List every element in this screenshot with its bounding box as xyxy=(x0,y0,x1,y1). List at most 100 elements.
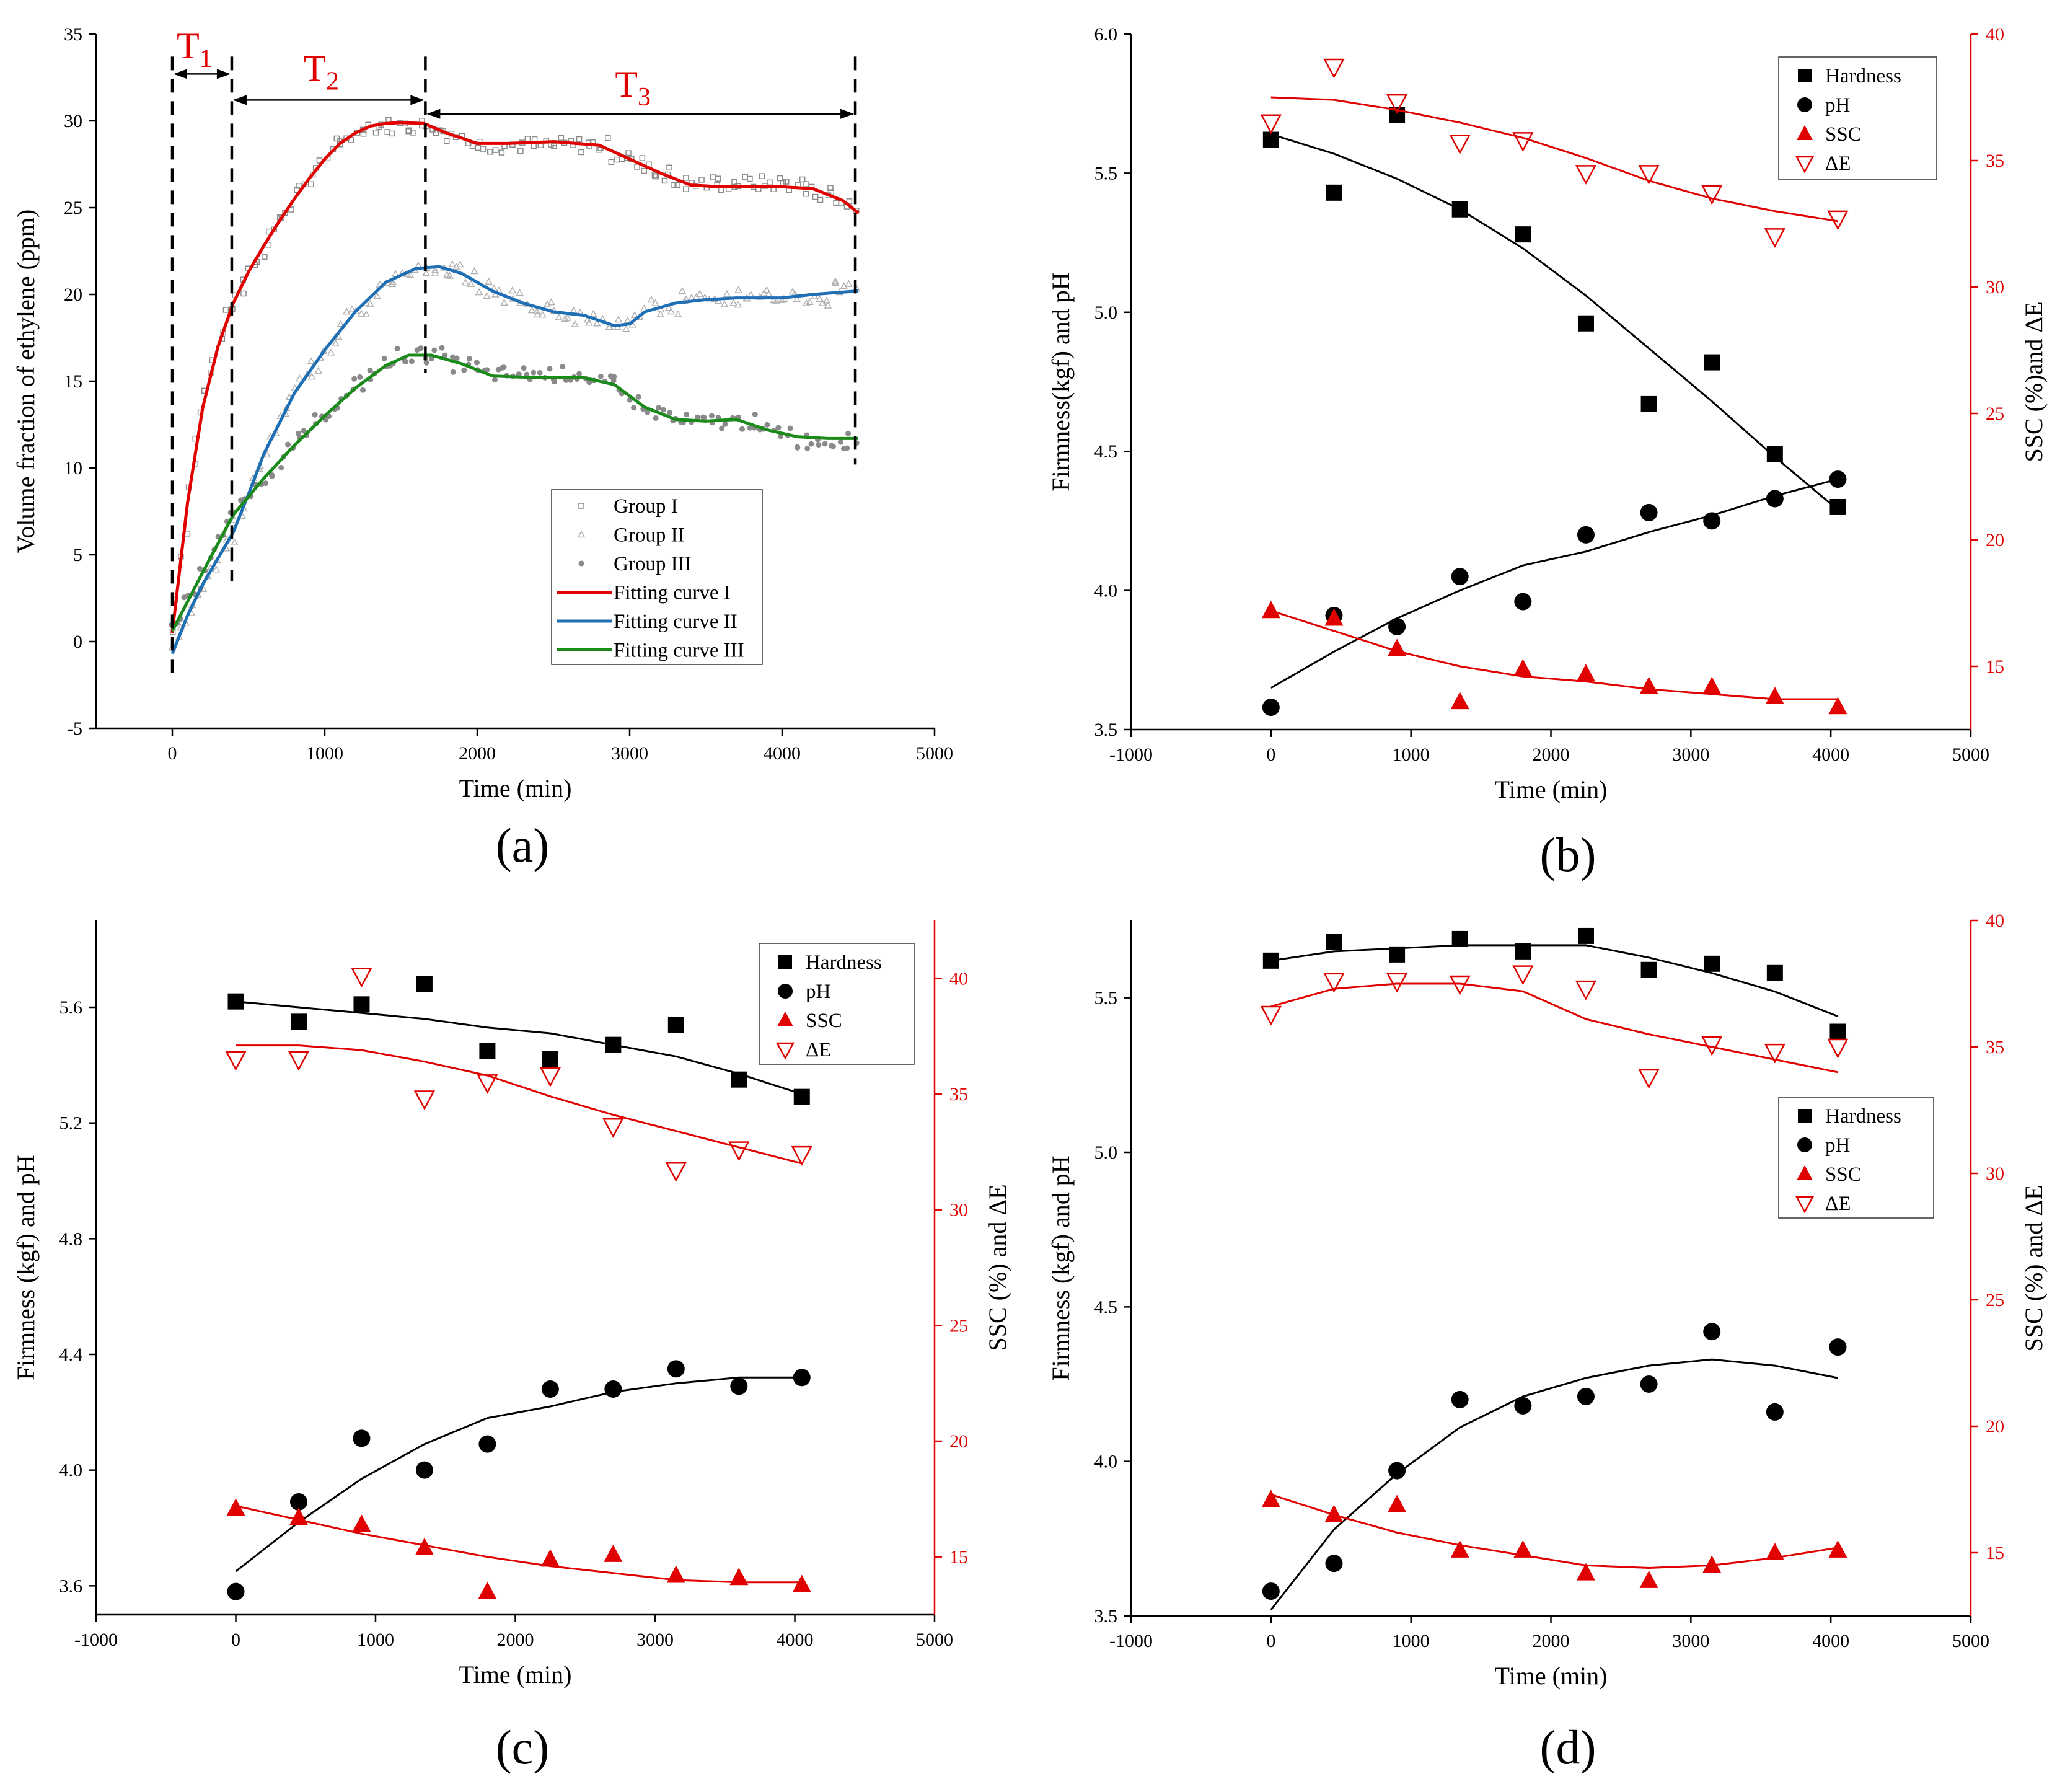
group-ii-point xyxy=(362,310,371,318)
data-point-ssc xyxy=(1765,1543,1784,1560)
data-point-delta-e xyxy=(1575,165,1597,185)
legend-marker xyxy=(1795,1196,1815,1214)
legend-label: SSC xyxy=(806,1010,842,1032)
x-axis-label: Time (min) xyxy=(459,1661,572,1688)
fitting-curve-i xyxy=(170,121,860,633)
data-point-ph xyxy=(1262,1582,1280,1600)
fit-line-ssc xyxy=(1270,609,1838,700)
group-iii-point xyxy=(560,364,566,370)
legend-label: Group III xyxy=(614,553,692,575)
y2-axis-label: SSC (%)and ΔE xyxy=(2020,301,2048,462)
group-iii-point xyxy=(610,377,617,384)
data-point-ph xyxy=(1640,503,1658,521)
group-iii-point xyxy=(418,345,424,351)
panel-label: (d) xyxy=(1540,1720,1596,1774)
group-ii-point xyxy=(734,301,742,308)
y-tick-label: 5.5 xyxy=(1094,163,1118,183)
data-point-ph xyxy=(1514,1397,1532,1415)
data-point-ssc xyxy=(226,1498,245,1516)
group-i-point xyxy=(307,181,314,188)
group-iii-point xyxy=(684,412,690,418)
phase-arrow-head xyxy=(410,95,425,105)
group-ii-point xyxy=(605,322,614,330)
legend-label: Group I xyxy=(614,495,678,518)
legend-marker xyxy=(1798,69,1812,82)
group-iii-point xyxy=(653,415,659,421)
data-point-ph xyxy=(1829,1338,1847,1356)
phase-label-base: T xyxy=(177,25,200,66)
group-ii-point xyxy=(263,450,271,458)
group-i-point xyxy=(661,177,668,184)
group-ii-point xyxy=(810,292,819,299)
y-tick-label: 5.0 xyxy=(1094,302,1118,323)
group-i-point xyxy=(480,146,487,152)
x-tick-label: -1000 xyxy=(1109,744,1153,765)
data-point-ssc xyxy=(1639,676,1658,694)
data-point-ph xyxy=(1577,1387,1595,1405)
y-axis-label: Firmness (kgf) and pH xyxy=(1047,1155,1075,1380)
y-tick-label: 3.5 xyxy=(1094,1606,1118,1626)
group-i-point xyxy=(475,144,482,151)
x-tick-label: 1000 xyxy=(357,1630,394,1650)
data-point-ssc xyxy=(1702,1555,1722,1573)
data-point-ssc xyxy=(415,1537,434,1555)
data-point-delta-e xyxy=(1323,973,1345,993)
group-ii-point xyxy=(314,366,323,374)
fit-line-delta-e xyxy=(1270,982,1838,1074)
data-point-delta-e xyxy=(413,1090,436,1111)
group-iii-point xyxy=(656,405,662,411)
group-i-point xyxy=(651,172,658,179)
group-iii-point xyxy=(521,365,527,371)
fit-line-ssc xyxy=(236,1505,802,1584)
fit-line-ph xyxy=(1270,478,1838,689)
group-ii-point xyxy=(651,299,659,306)
group-i-point xyxy=(671,182,677,188)
x-tick-label: 4000 xyxy=(777,1630,814,1650)
legend-label: pH xyxy=(806,981,830,1003)
phase-label: T3 xyxy=(615,64,651,112)
group-ii-point xyxy=(461,278,470,286)
group-ii-point xyxy=(485,277,493,285)
group-ii-point xyxy=(422,269,430,276)
group-ii-point xyxy=(593,319,601,327)
group-ii-point xyxy=(765,289,773,298)
group-ii-point xyxy=(561,314,570,322)
group-ii-point xyxy=(533,310,542,318)
data-point-ph xyxy=(1829,470,1847,488)
data-point-delta-e xyxy=(477,1074,498,1094)
y-tick-label: 0 xyxy=(73,632,82,652)
phase-label-sub: 1 xyxy=(200,45,213,73)
x-tick-label: 1000 xyxy=(306,743,343,764)
data-point-ph xyxy=(793,1369,811,1387)
group-i-point xyxy=(558,135,565,141)
group-i-point xyxy=(783,179,790,185)
group-ii-point xyxy=(622,325,630,332)
group-ii-point xyxy=(212,565,221,573)
data-point-hardness xyxy=(793,1088,810,1105)
data-point-ph xyxy=(604,1380,622,1398)
group-iii-point xyxy=(700,414,707,420)
group-iii-point xyxy=(423,360,429,366)
group-iii-point xyxy=(450,369,456,375)
group-i-point xyxy=(262,254,268,260)
group-iii-point xyxy=(263,480,269,487)
group-iii-point xyxy=(694,414,700,420)
group-ii-point xyxy=(571,320,579,327)
x-tick-label: 4000 xyxy=(1812,1631,1849,1651)
legend-label: Hardness xyxy=(1825,1105,1901,1128)
data-point-ph xyxy=(289,1493,307,1511)
group-i-point xyxy=(833,200,839,206)
group-ii-point xyxy=(406,270,415,278)
group-iii-point xyxy=(597,373,604,379)
chart-panel-d: -1000 0 1000 2000 3000 4000 5000 3.5 4.0 4.5 5.0 5.… xyxy=(1047,911,2048,1774)
group-ii-point xyxy=(230,516,239,523)
group-iii-point xyxy=(449,354,456,360)
y2-tick-label: 15 xyxy=(1986,656,2004,677)
group-i-point xyxy=(666,164,672,171)
y-tick-label: 4.8 xyxy=(59,1229,83,1249)
group-iii-point xyxy=(360,387,366,393)
data-point-ssc xyxy=(1513,659,1533,677)
group-iii-point xyxy=(196,565,203,572)
y2-tick-label: 20 xyxy=(1986,1416,2004,1437)
